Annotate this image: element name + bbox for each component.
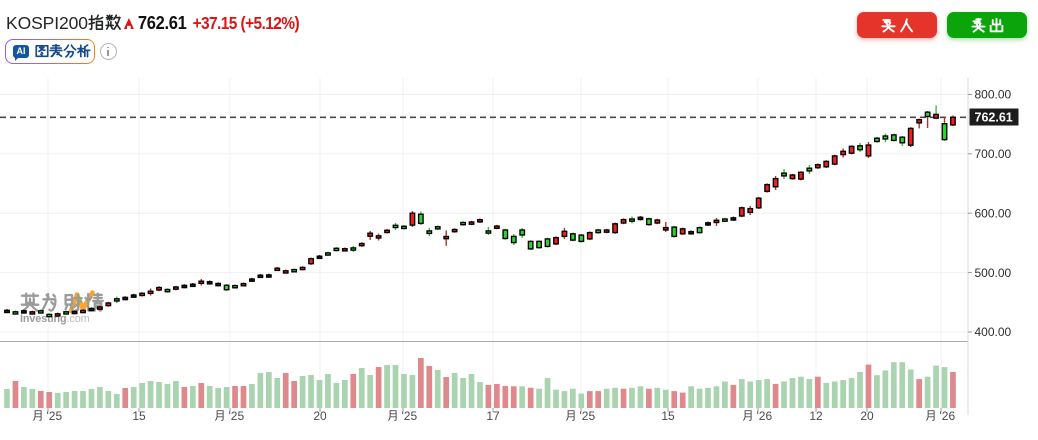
svg-text:'25: '25 [580, 409, 596, 423]
svg-text:15: 15 [661, 409, 675, 423]
svg-text:500.00: 500.00 [975, 266, 1012, 280]
svg-text:'25: '25 [229, 409, 245, 423]
svg-text:700.00: 700.00 [975, 147, 1012, 161]
svg-text:12: 12 [809, 409, 823, 423]
svg-text:17: 17 [486, 409, 500, 423]
svg-text:15: 15 [132, 409, 146, 423]
svg-text:400.00: 400.00 [975, 325, 1012, 339]
svg-text:20: 20 [860, 409, 874, 423]
svg-text:Investing.com: Investing.com [20, 313, 90, 325]
svg-text:'25: '25 [47, 409, 63, 423]
svg-text:'26: '26 [757, 409, 773, 423]
svg-text:20: 20 [313, 409, 327, 423]
svg-text:'26: '26 [940, 409, 956, 423]
svg-text:800.00: 800.00 [975, 88, 1012, 102]
svg-text:600.00: 600.00 [975, 206, 1012, 220]
svg-text:762.61: 762.61 [975, 110, 1013, 124]
svg-text:'25: '25 [402, 409, 418, 423]
